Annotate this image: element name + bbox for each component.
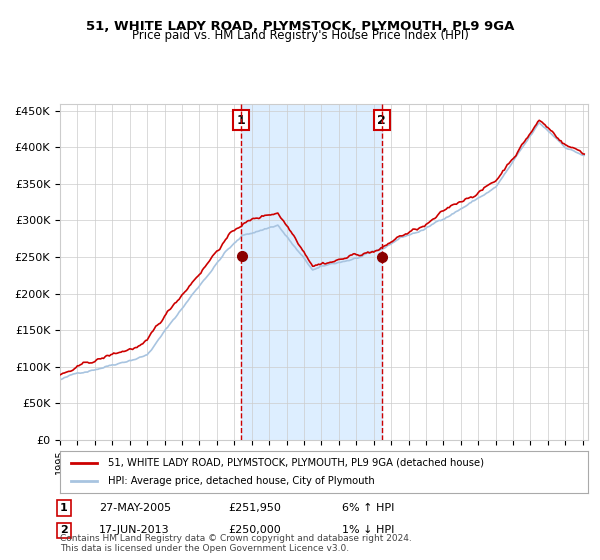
Bar <box>241 104 382 440</box>
Text: 2: 2 <box>377 114 386 127</box>
Text: 2: 2 <box>60 525 68 535</box>
Text: 6% ↑ HPI: 6% ↑ HPI <box>342 503 394 513</box>
Text: £251,950: £251,950 <box>228 503 281 513</box>
Text: 1: 1 <box>237 114 245 127</box>
Text: Price paid vs. HM Land Registry's House Price Index (HPI): Price paid vs. HM Land Registry's House … <box>131 29 469 42</box>
Text: HPI: Average price, detached house, City of Plymouth: HPI: Average price, detached house, City… <box>107 476 374 486</box>
Text: 27-MAY-2005: 27-MAY-2005 <box>99 503 171 513</box>
Text: Contains HM Land Registry data © Crown copyright and database right 2024.
This d: Contains HM Land Registry data © Crown c… <box>60 534 412 553</box>
Text: 51, WHITE LADY ROAD, PLYMSTOCK, PLYMOUTH, PL9 9GA (detached house): 51, WHITE LADY ROAD, PLYMSTOCK, PLYMOUTH… <box>107 458 484 468</box>
Text: 51, WHITE LADY ROAD, PLYMSTOCK, PLYMOUTH, PL9 9GA: 51, WHITE LADY ROAD, PLYMSTOCK, PLYMOUTH… <box>86 20 514 32</box>
Text: £250,000: £250,000 <box>228 525 281 535</box>
Text: 1: 1 <box>60 503 68 513</box>
Text: 17-JUN-2013: 17-JUN-2013 <box>99 525 170 535</box>
Text: 1% ↓ HPI: 1% ↓ HPI <box>342 525 394 535</box>
